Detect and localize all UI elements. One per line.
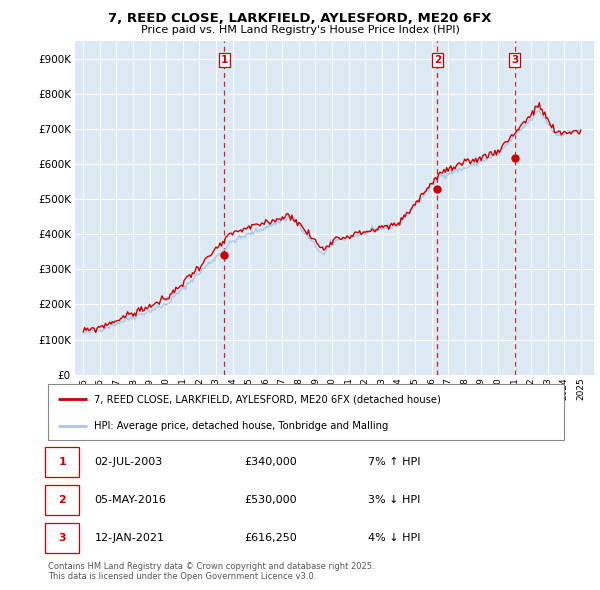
Text: HPI: Average price, detached house, Tonbridge and Malling: HPI: Average price, detached house, Tonb… xyxy=(94,421,389,431)
Text: 7, REED CLOSE, LARKFIELD, AYLESFORD, ME20 6FX: 7, REED CLOSE, LARKFIELD, AYLESFORD, ME2… xyxy=(108,12,492,25)
Text: £340,000: £340,000 xyxy=(244,457,297,467)
Text: 12-JAN-2021: 12-JAN-2021 xyxy=(94,533,164,543)
Text: 2: 2 xyxy=(58,495,66,505)
Text: This data is licensed under the Open Government Licence v3.0.: This data is licensed under the Open Gov… xyxy=(48,572,316,581)
Text: 05-MAY-2016: 05-MAY-2016 xyxy=(94,495,166,505)
Text: 1: 1 xyxy=(221,55,228,65)
Text: Price paid vs. HM Land Registry's House Price Index (HPI): Price paid vs. HM Land Registry's House … xyxy=(140,25,460,35)
Text: 4% ↓ HPI: 4% ↓ HPI xyxy=(368,533,421,543)
FancyBboxPatch shape xyxy=(46,523,79,553)
Text: 2: 2 xyxy=(434,55,441,65)
Text: 3: 3 xyxy=(511,55,518,65)
Text: 7% ↑ HPI: 7% ↑ HPI xyxy=(368,457,421,467)
Text: 7, REED CLOSE, LARKFIELD, AYLESFORD, ME20 6FX (detached house): 7, REED CLOSE, LARKFIELD, AYLESFORD, ME2… xyxy=(94,394,442,404)
FancyBboxPatch shape xyxy=(46,485,79,515)
Text: 3: 3 xyxy=(58,533,66,543)
Text: Contains HM Land Registry data © Crown copyright and database right 2025.: Contains HM Land Registry data © Crown c… xyxy=(48,562,374,571)
Text: £616,250: £616,250 xyxy=(244,533,297,543)
Text: £530,000: £530,000 xyxy=(244,495,297,505)
Text: 1: 1 xyxy=(58,457,66,467)
Text: 3% ↓ HPI: 3% ↓ HPI xyxy=(368,495,420,505)
FancyBboxPatch shape xyxy=(46,447,79,477)
Text: 02-JUL-2003: 02-JUL-2003 xyxy=(94,457,163,467)
